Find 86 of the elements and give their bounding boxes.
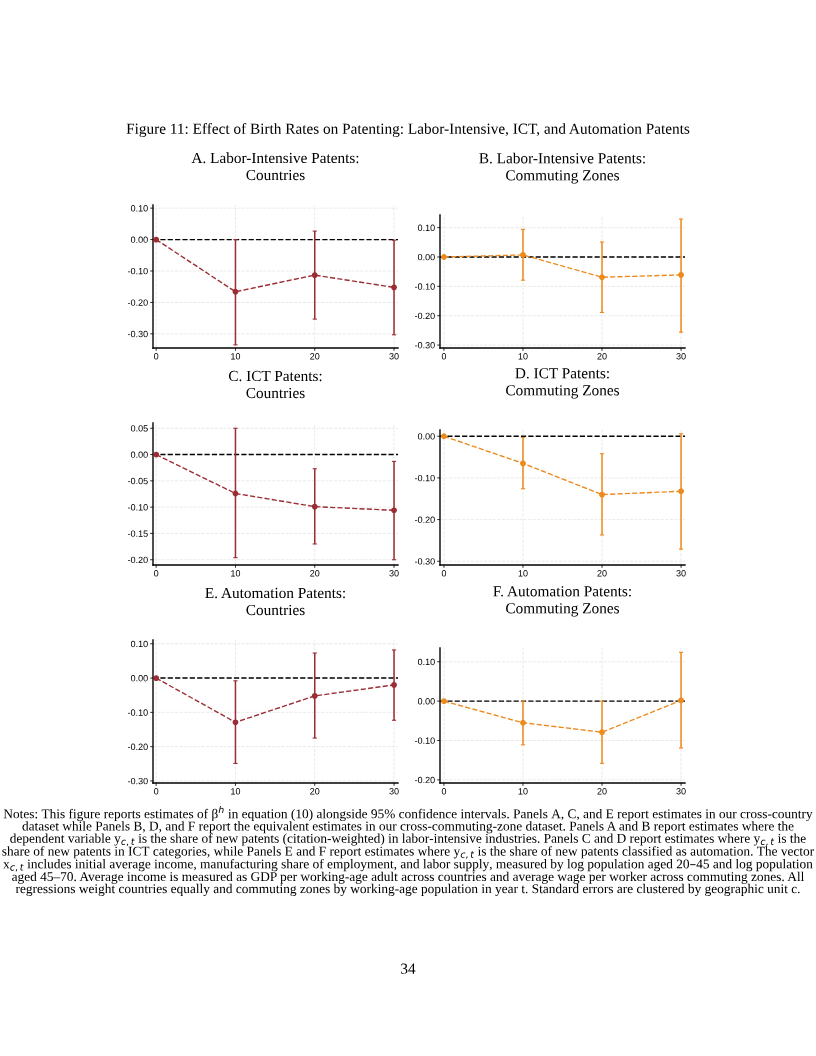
point	[441, 433, 447, 440]
point	[311, 272, 318, 279]
point	[153, 675, 160, 681]
y-tick-label: 0.00	[417, 698, 435, 705]
y-tick-label: 0.00	[417, 433, 435, 440]
y-tick-label: -0.05	[127, 477, 148, 485]
y-tick-label: 0.00	[130, 236, 148, 243]
y-tick-label: -0.20	[127, 299, 148, 306]
x-tick-label: 30	[676, 570, 686, 577]
point	[520, 719, 526, 726]
point	[599, 491, 605, 498]
x-tick-label: 20	[310, 570, 320, 577]
x-tick-label: 10	[231, 788, 241, 795]
x-tick-label: 30	[389, 353, 399, 360]
caption: Figure 11: Effect of Birth Rates on Patenting: Labor-Intensive, ICT, and Automation Patents	[126, 122, 690, 138]
y-tick-label: 0.00	[417, 253, 435, 261]
x-tick-label: 20	[310, 353, 320, 360]
y-tick-label: -0.10	[414, 283, 435, 290]
y-tick-label: -0.10	[127, 267, 148, 275]
x-tick-label: 10	[231, 353, 241, 360]
point	[599, 729, 605, 736]
chart-title: D. ICT Patents: Commuting Zones	[506, 368, 620, 399]
point	[678, 488, 684, 495]
y-tick-label: -0.15	[127, 530, 148, 537]
y-tick-label: -0.30	[127, 330, 148, 338]
x-tick-label: 10	[518, 353, 528, 360]
point	[599, 274, 605, 281]
x-tick-label: 10	[518, 570, 528, 577]
point	[520, 460, 526, 467]
y-tick-label: -0.20	[127, 556, 148, 564]
x-tick-label: 10	[231, 570, 241, 577]
x-tick-label: 20	[597, 788, 607, 795]
y-tick-label: -0.10	[414, 737, 435, 744]
y-tick-label: 0.00	[130, 451, 148, 458]
x-tick-label: 30	[389, 788, 399, 795]
point	[311, 692, 318, 699]
x-tick-label: 30	[676, 353, 686, 360]
x-tick-label: 0	[441, 788, 447, 795]
x-tick-label: 0	[441, 353, 447, 360]
y-tick-label: -0.30	[414, 342, 435, 349]
point	[311, 503, 318, 510]
point	[391, 682, 397, 688]
point	[441, 698, 447, 705]
x-tick-label: 0	[154, 570, 159, 577]
y-tick-label: -0.20	[127, 743, 148, 751]
x-tick-label: 30	[389, 570, 399, 577]
chart-title: F. Automation Patents: Commuting Zones	[493, 586, 631, 617]
y-tick-label: -0.20	[414, 776, 435, 784]
point	[678, 271, 684, 278]
chart-title: A. Labor-Intensive Patents: Countries	[191, 152, 359, 181]
text: Notes: This figure reports estimates of β$^{h}$ in equation (10) alongside 95% confidence intervals. Panels A, C, and E report estimates in our cross-country dataset while Panels B, D, and F report the equivalent estimates in our cross-commuting-zone dataset. Panels A and B report estimates where the dependent variable y$_{c,t}$ is the share of new patents (citation-weighted) in labor-intensive industries. Panels C and D report estimates where y$_{c,t}$ is the share of new patents in ICT categories, while Panels E and F report estimates where y$_{c,t}$ is the share of new patents classified as automation. The vector x$_{c,t}$ includes initial average income, manufacturing share of employment, and labor supply, measured by log population aged 20–45 and log population aged 45–70. Average income is measured as GDP per working-age adult across countries and average wage per worker across commuting zones. All regressions weight countries equally and commuting zones by working-age population in year t. Standard errors are clustered by geographic unit c.	[2, 806, 815, 896]
y-tick-label: -0.30	[127, 777, 148, 785]
y-tick-label: 0.10	[417, 658, 435, 666]
x-tick-label: 0	[154, 788, 159, 795]
point	[391, 284, 397, 291]
chart-title: C. ICT Patents: Countries	[228, 370, 322, 399]
y-tick-label: -0.20	[414, 312, 435, 320]
y-tick-label: 0.00	[130, 675, 148, 682]
point	[520, 252, 526, 258]
x-tick-label: 0	[441, 570, 447, 577]
x-tick-label: 10	[518, 788, 528, 795]
y-tick-label: 0.10	[417, 224, 435, 231]
point	[232, 719, 239, 726]
x-tick-label: 20	[310, 788, 320, 795]
point	[678, 697, 684, 704]
point	[441, 254, 447, 260]
text: 34	[401, 963, 416, 974]
x-tick-label: 0	[154, 353, 159, 360]
y-tick-label: 0.10	[130, 205, 148, 212]
point	[153, 451, 160, 458]
y-tick-label: -0.20	[414, 516, 435, 523]
point	[232, 288, 239, 295]
point	[232, 490, 239, 497]
y-tick-label: -0.10	[414, 474, 435, 482]
chart-title: E. Automation Patents: Countries	[205, 587, 345, 616]
y-tick-label: -0.10	[127, 709, 148, 716]
y-tick-label: 0.10	[130, 640, 148, 648]
y-tick-label: 0.05	[130, 425, 148, 432]
x-tick-label: 30	[676, 788, 686, 795]
y-tick-label: -0.30	[414, 558, 435, 565]
point	[391, 507, 397, 514]
x-tick-label: 20	[597, 353, 607, 360]
x-tick-label: 20	[597, 570, 607, 577]
point	[153, 236, 160, 243]
chart-title: B. Labor-Intensive Patents: Commuting Zones	[479, 152, 645, 184]
y-tick-label: -0.10	[127, 504, 148, 511]
